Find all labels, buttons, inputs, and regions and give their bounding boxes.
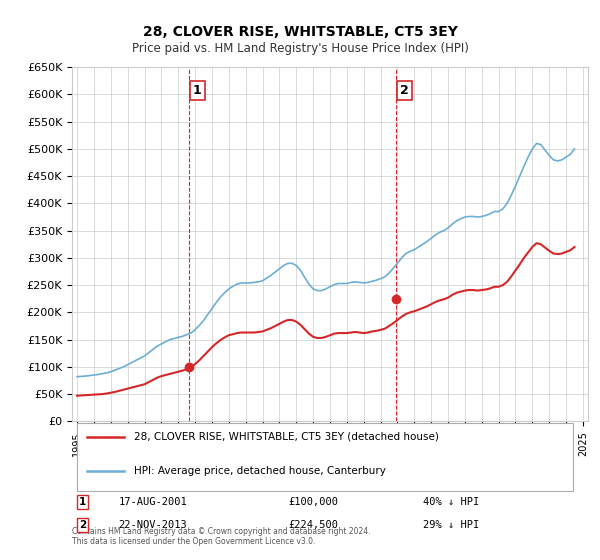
Text: 28, CLOVER RISE, WHITSTABLE, CT5 3EY: 28, CLOVER RISE, WHITSTABLE, CT5 3EY xyxy=(143,25,457,39)
Text: HPI: Average price, detached house, Canterbury: HPI: Average price, detached house, Cant… xyxy=(134,466,386,476)
Text: £100,000: £100,000 xyxy=(289,497,339,507)
Text: 28, CLOVER RISE, WHITSTABLE, CT5 3EY (detached house): 28, CLOVER RISE, WHITSTABLE, CT5 3EY (de… xyxy=(134,432,439,442)
Text: 2: 2 xyxy=(400,83,409,97)
Text: Contains HM Land Registry data © Crown copyright and database right 2024.
This d: Contains HM Land Registry data © Crown c… xyxy=(72,526,371,546)
Text: 22-NOV-2013: 22-NOV-2013 xyxy=(118,520,187,530)
Text: Price paid vs. HM Land Registry's House Price Index (HPI): Price paid vs. HM Land Registry's House … xyxy=(131,42,469,55)
Text: £224,500: £224,500 xyxy=(289,520,339,530)
Text: 17-AUG-2001: 17-AUG-2001 xyxy=(118,497,187,507)
Text: 1: 1 xyxy=(193,83,202,97)
Text: 29% ↓ HPI: 29% ↓ HPI xyxy=(423,520,479,530)
Text: 1: 1 xyxy=(79,497,86,507)
Text: 40% ↓ HPI: 40% ↓ HPI xyxy=(423,497,479,507)
Text: 2: 2 xyxy=(79,520,86,530)
FancyBboxPatch shape xyxy=(77,423,572,491)
